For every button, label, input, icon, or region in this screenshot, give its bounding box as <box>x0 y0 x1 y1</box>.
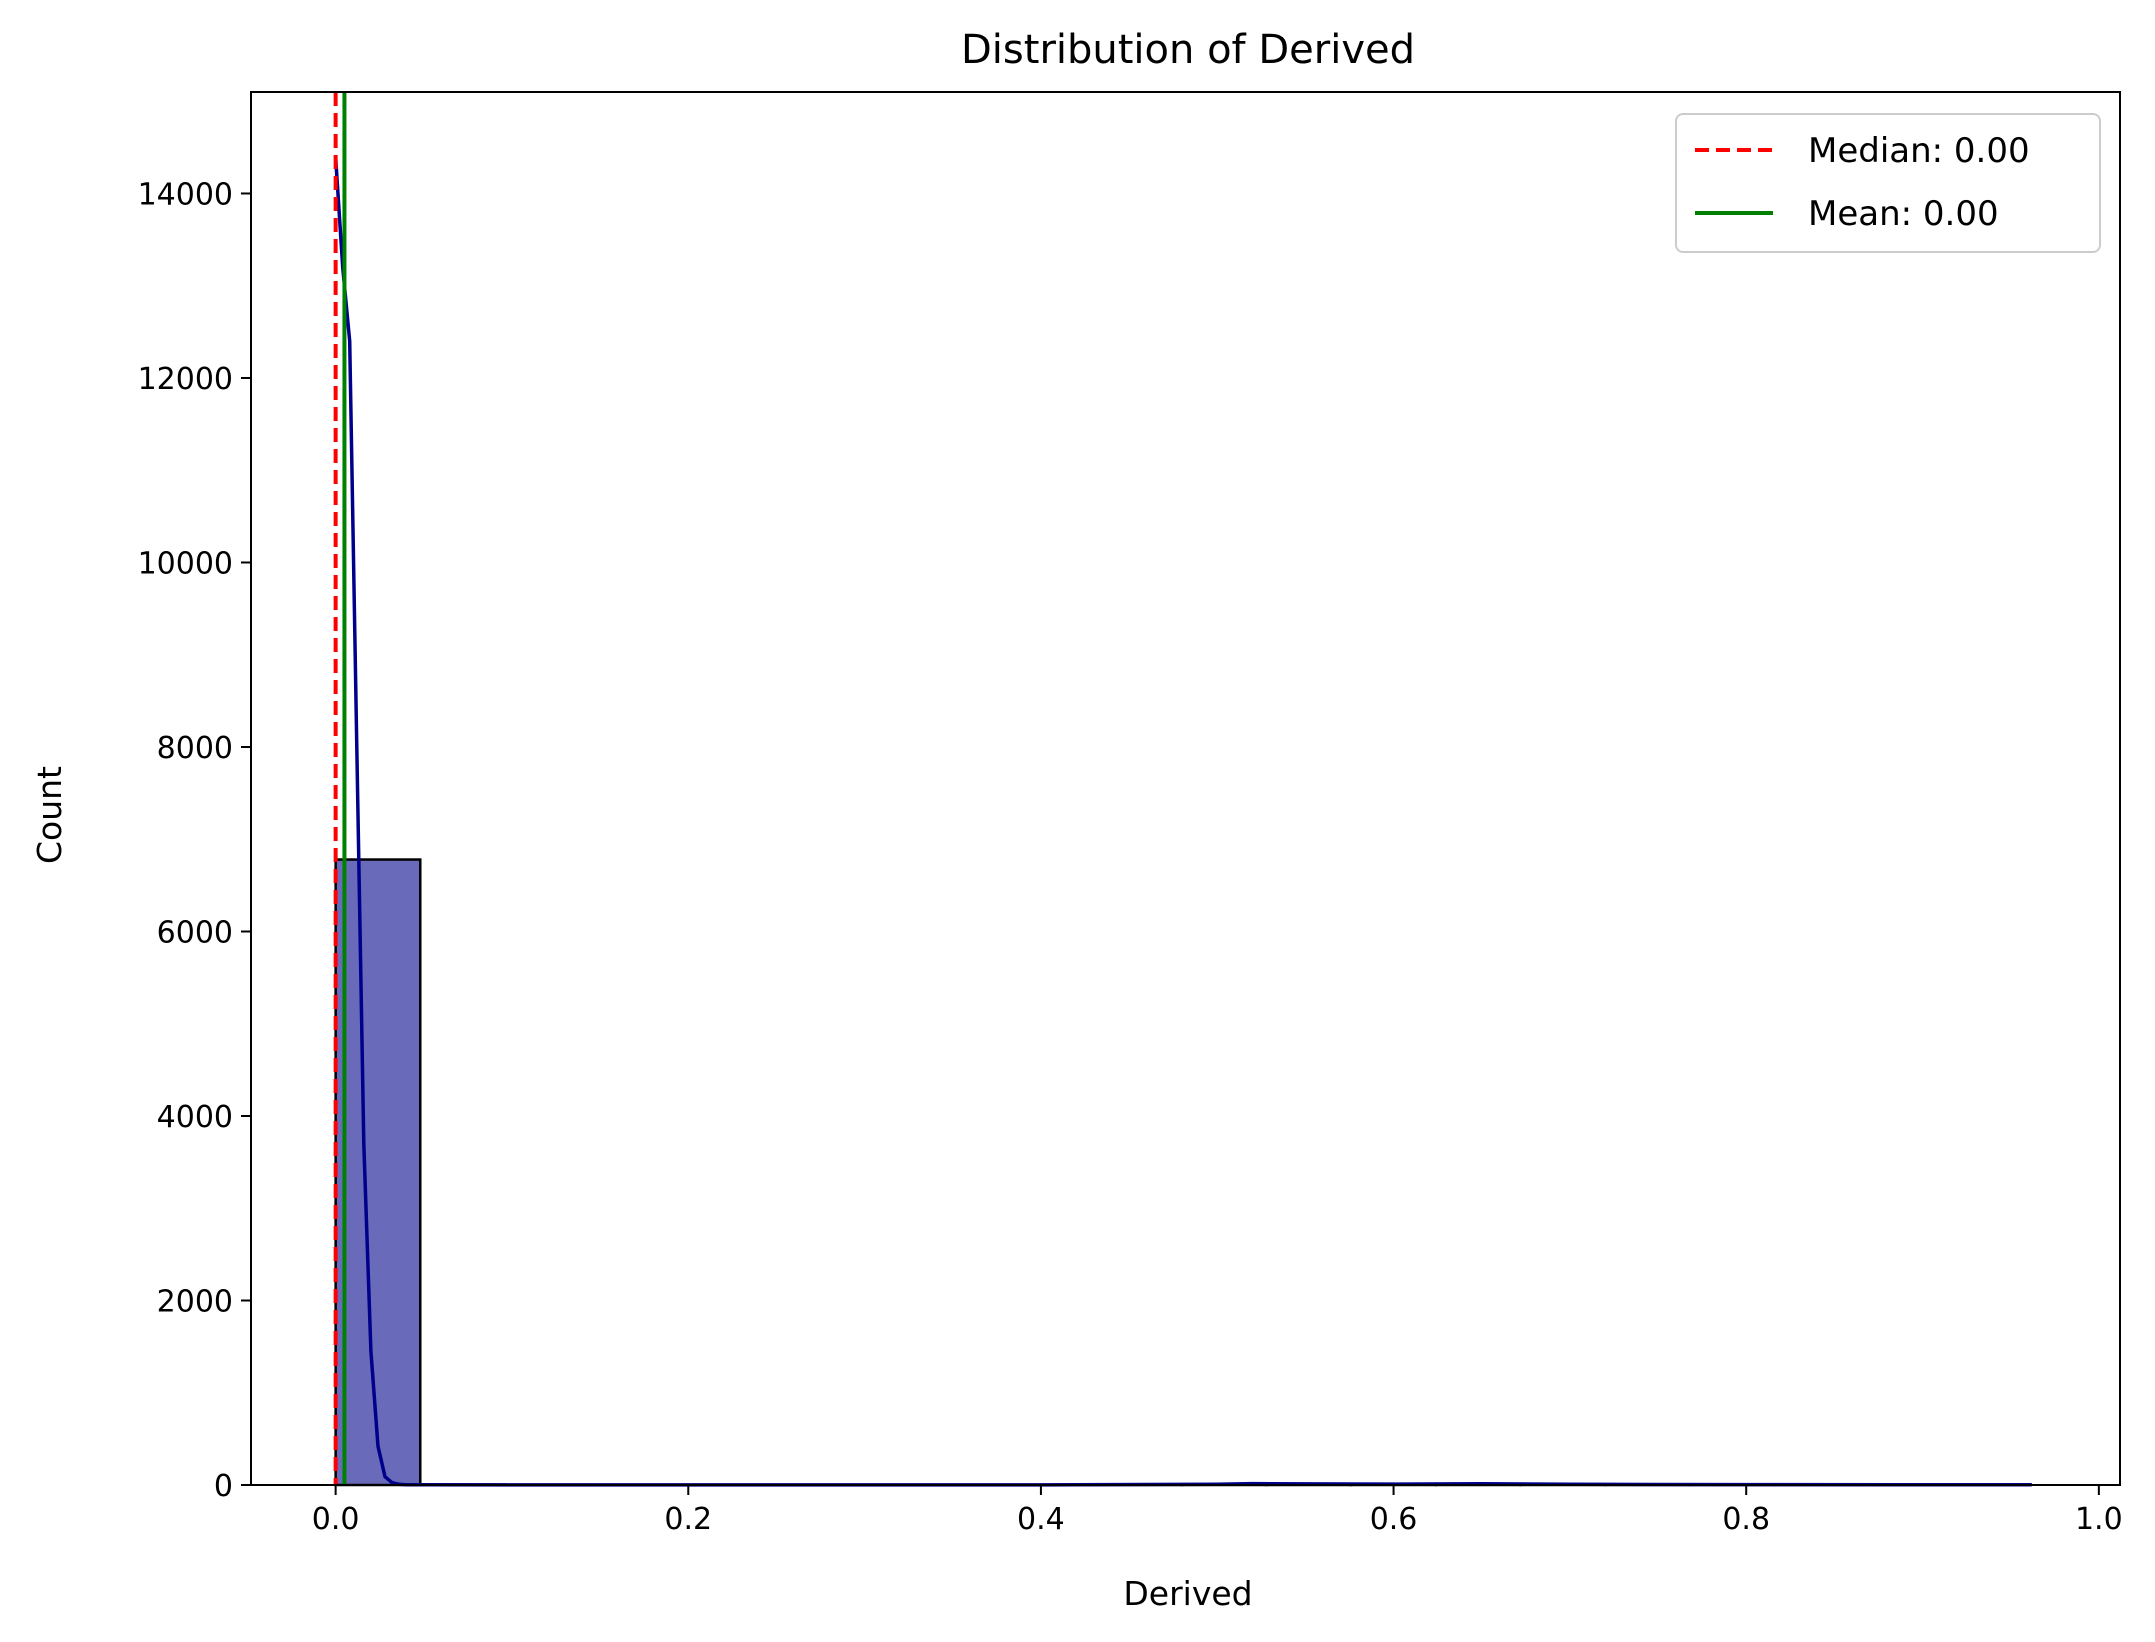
x-tick-label: 1.0 <box>2075 1502 2123 1537</box>
x-tick-label: 0.0 <box>312 1502 360 1537</box>
legend-mean-label: Mean: 0.00 <box>1808 194 1999 234</box>
legend-median-label: Median: 0.00 <box>1808 131 2030 171</box>
x-tick-label: 0.8 <box>1722 1502 1770 1537</box>
y-tick-label: 4000 <box>157 1100 233 1135</box>
y-axis-label: Count <box>30 766 69 864</box>
x-tick-label: 0.2 <box>664 1502 712 1537</box>
x-axis-label: Derived <box>1123 1574 1252 1613</box>
chart-title: Distribution of Derived <box>961 27 1415 73</box>
histogram-bar <box>336 860 421 1485</box>
y-tick-label: 14000 <box>138 177 233 212</box>
y-tick-label: 8000 <box>157 731 233 766</box>
y-tick-label: 6000 <box>157 915 233 950</box>
y-tick-label: 0 <box>214 1469 233 1504</box>
x-tick-label: 0.6 <box>1370 1502 1418 1537</box>
legend: Median: 0.00 Mean: 0.00 <box>1676 114 2100 252</box>
y-tick-label: 10000 <box>138 546 233 581</box>
y-tick-label: 2000 <box>157 1284 233 1319</box>
y-tick-label: 12000 <box>138 362 233 397</box>
x-tick-label: 0.4 <box>1017 1502 1065 1537</box>
